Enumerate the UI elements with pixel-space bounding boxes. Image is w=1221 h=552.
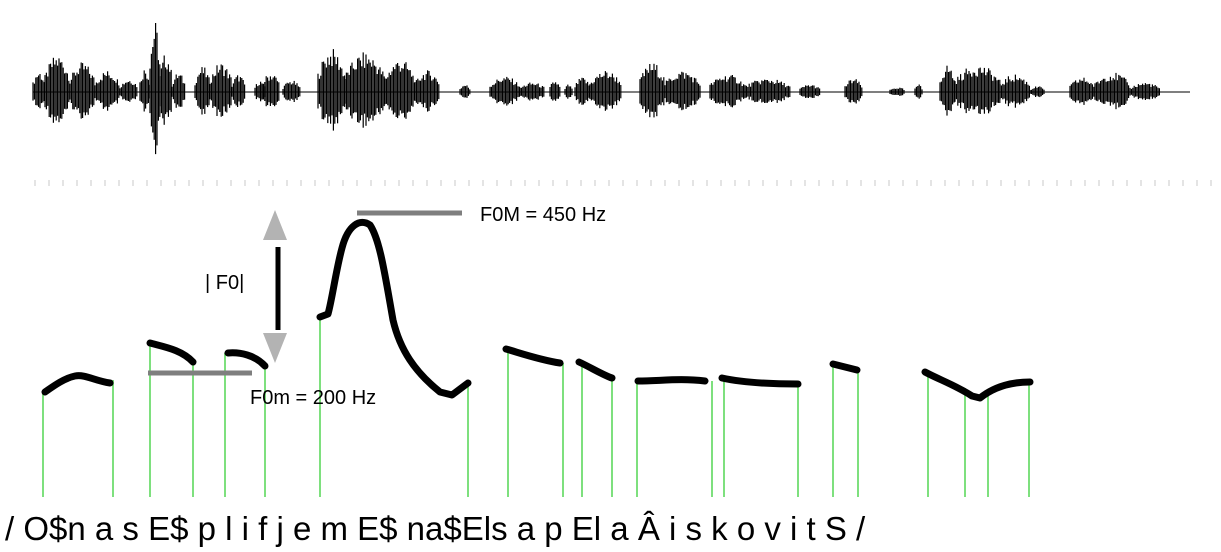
f0-range-arrow: [263, 210, 287, 363]
speech-waveform: [32, 23, 1190, 155]
pitch-contour: [41, 218, 1034, 402]
phonetic-transcription: / O$n a s E$ p l i f j e m E$ na$Els a p…: [5, 510, 866, 547]
time-tick-row: [34, 180, 1212, 186]
f0-range-label: | F0|: [205, 272, 245, 294]
f0-min-label: F0m = 200 Hz: [250, 387, 377, 409]
segment-boundaries: [42, 318, 1030, 497]
f0-max-label: F0M = 450 Hz: [480, 204, 607, 226]
